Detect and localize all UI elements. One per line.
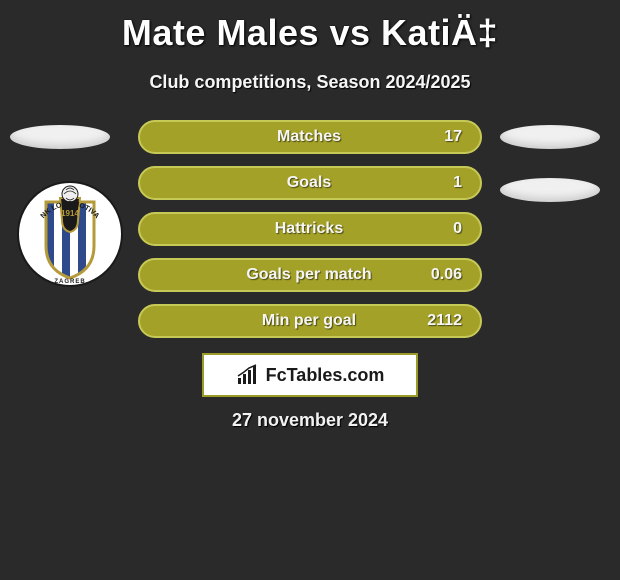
crest-year: 1914 (61, 209, 79, 218)
stats-bars: Matches 17 Goals 1 Hattricks 0 Goals per match… (138, 120, 482, 350)
footer-date: 27 november 2024 (0, 410, 620, 431)
club-crest: 1914 NK LOKOMOTIVA ZAGREB (16, 180, 124, 288)
stat-row: Hattricks 0 (138, 212, 482, 246)
stat-label: Goals (247, 174, 331, 192)
stat-value: 2112 (420, 312, 462, 330)
stat-value: 0.06 (420, 266, 462, 284)
stat-label: Min per goal (222, 312, 356, 330)
decorative-ellipse (500, 125, 600, 149)
crest-city: ZAGREB (54, 279, 85, 285)
stat-label: Matches (237, 128, 341, 146)
stat-row: Matches 17 (138, 120, 482, 154)
brand-box: FcTables.com (202, 353, 418, 397)
brand-chart-icon (236, 364, 258, 386)
stat-row: Goals per match 0.06 (138, 258, 482, 292)
stat-value: 0 (420, 220, 462, 238)
page-subtitle: Club competitions, Season 2024/2025 (0, 72, 620, 93)
stat-value: 1 (420, 174, 462, 192)
brand-text: FcTables.com (266, 365, 385, 386)
decorative-ellipse (10, 125, 110, 149)
page-title: Mate Males vs KatiÄ‡ (0, 0, 620, 54)
stat-row: Goals 1 (138, 166, 482, 200)
stat-row: Min per goal 2112 (138, 304, 482, 338)
stat-label: Hattricks (235, 220, 343, 238)
decorative-ellipse (500, 178, 600, 202)
stat-label: Goals per match (206, 266, 371, 284)
stat-value: 17 (420, 128, 462, 146)
